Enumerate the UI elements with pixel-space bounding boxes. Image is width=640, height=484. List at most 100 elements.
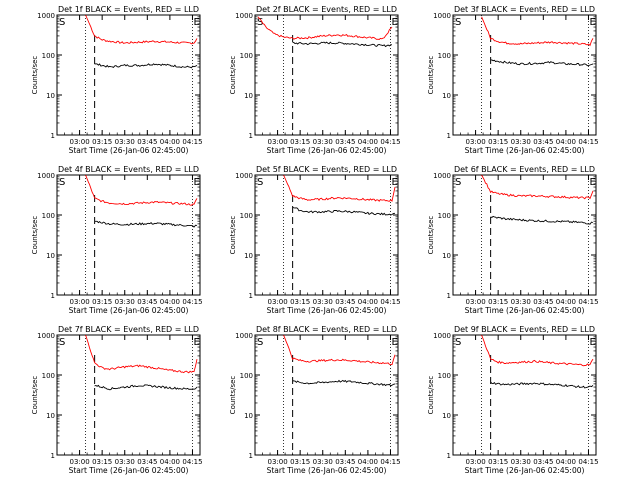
panel-title: Det 8f BLACK = Events, RED = LLD — [256, 325, 397, 334]
x-tick-label: 04:00 — [556, 138, 576, 146]
x-tick-label: 04:15 — [380, 458, 400, 466]
y-tick-label: 10 — [46, 412, 55, 420]
panel-title: Det 7f BLACK = Events, RED = LLD — [58, 325, 199, 334]
x-tick-label: 03:45 — [533, 458, 553, 466]
start-marker-label: S — [455, 177, 461, 188]
y-tick-label: 10 — [46, 252, 55, 260]
x-tick-label: 03:00 — [267, 298, 287, 306]
y-axis-label: Counts/sec — [31, 56, 39, 95]
x-axis-label: Start Time (26-Jan-06 02:45:00) — [465, 466, 585, 475]
x-tick-label: 04:15 — [578, 298, 598, 306]
events-series-line — [94, 63, 198, 69]
x-tick-label: 03:00 — [69, 458, 89, 466]
x-tick-label: 04:00 — [160, 138, 180, 146]
panel-title: Det 5f BLACK = Events, RED = LLD — [256, 165, 397, 174]
detector-panel-9: Det 9f BLACK = Events, RED = LLD 1 10 100 10… — [427, 325, 599, 475]
panel-title: Det 3f BLACK = Events, RED = LLD — [454, 5, 595, 14]
panel-title: Det 9f BLACK = Events, RED = LLD — [454, 325, 595, 334]
x-tick-label: 03:15 — [290, 138, 310, 146]
y-axis-label: Counts/sec — [229, 216, 237, 255]
plot-frame — [452, 14, 597, 136]
y-tick-label: 1000 — [37, 332, 55, 340]
plot-frame — [56, 174, 201, 296]
panel-title: Det 4f BLACK = Events, RED = LLD — [58, 165, 199, 174]
x-tick-label: 03:00 — [69, 138, 89, 146]
y-tick-label: 1000 — [433, 332, 451, 340]
x-tick-label: 03:15 — [488, 298, 508, 306]
y-axis-label: Counts/sec — [427, 376, 435, 415]
y-axis-label: Counts/sec — [229, 56, 237, 95]
x-tick-label: 03:15 — [290, 458, 310, 466]
x-tick-label: 03:15 — [488, 458, 508, 466]
plot-frame — [254, 334, 399, 456]
x-tick-label: 04:15 — [578, 458, 598, 466]
x-tick-label: 04:00 — [556, 298, 576, 306]
y-tick-label: 10 — [442, 252, 451, 260]
x-tick-label: 04:00 — [160, 298, 180, 306]
y-tick-label: 1 — [447, 452, 451, 460]
y-tick-label: 10 — [442, 92, 451, 100]
x-tick-label: 03:15 — [488, 138, 508, 146]
y-tick-label: 100 — [438, 372, 451, 380]
x-axis-label: Start Time (26-Jan-06 02:45:00) — [69, 306, 189, 315]
x-tick-label: 03:00 — [465, 298, 485, 306]
events-series-line — [292, 206, 396, 216]
y-tick-label: 10 — [244, 412, 253, 420]
end-marker-label: E — [589, 177, 595, 188]
y-axis-label: Counts/sec — [31, 216, 39, 255]
y-tick-label: 1 — [249, 132, 253, 140]
y-tick-label: 1 — [249, 452, 253, 460]
x-tick-label: 03:30 — [511, 138, 531, 146]
x-tick-label: 04:00 — [358, 458, 378, 466]
x-tick-label: 03:15 — [92, 458, 112, 466]
x-tick-label: 03:00 — [267, 138, 287, 146]
x-axis-label: Start Time (26-Jan-06 02:45:00) — [69, 146, 189, 155]
events-series-line — [490, 59, 594, 67]
x-tick-label: 04:15 — [578, 138, 598, 146]
y-tick-label: 100 — [438, 212, 451, 220]
x-tick-label: 03:30 — [313, 138, 333, 146]
y-axis-label: Counts/sec — [31, 376, 39, 415]
end-marker-label: E — [391, 17, 397, 28]
x-tick-label: 04:00 — [556, 458, 576, 466]
x-tick-label: 04:15 — [182, 138, 202, 146]
events-series-line — [94, 220, 198, 228]
y-tick-label: 1 — [51, 452, 55, 460]
y-tick-label: 1 — [249, 292, 253, 300]
detector-panel-4: Det 4f BLACK = Events, RED = LLD 1 10 100 10… — [31, 165, 203, 315]
start-marker-label: S — [257, 17, 263, 28]
x-axis-label: Start Time (26-Jan-06 02:45:00) — [267, 146, 387, 155]
x-axis-label: Start Time (26-Jan-06 02:45:00) — [69, 466, 189, 475]
x-tick-label: 03:30 — [313, 458, 333, 466]
x-tick-label: 03:45 — [137, 298, 157, 306]
x-tick-label: 03:00 — [69, 298, 89, 306]
x-tick-label: 03:45 — [335, 298, 355, 306]
y-tick-label: 1000 — [235, 172, 253, 180]
x-tick-label: 03:15 — [92, 138, 112, 146]
y-tick-label: 100 — [240, 52, 253, 60]
start-marker-label: S — [257, 177, 263, 188]
panel-title: Det 6f BLACK = Events, RED = LLD — [454, 165, 595, 174]
x-tick-label: 04:15 — [182, 458, 202, 466]
lld-series-line — [257, 16, 393, 40]
panel-title: Det 2f BLACK = Events, RED = LLD — [256, 5, 397, 14]
x-tick-label: 03:00 — [465, 458, 485, 466]
y-axis-label: Counts/sec — [229, 376, 237, 415]
detector-panel-6: Det 6f BLACK = Events, RED = LLD 1 10 100 10… — [427, 165, 599, 315]
detector-panel-3: Det 3f BLACK = Events, RED = LLD 1 10 100 10… — [427, 5, 599, 155]
plot-frame — [56, 334, 201, 456]
events-series-line — [490, 215, 594, 225]
lld-series-line — [85, 174, 198, 206]
y-tick-label: 1 — [51, 292, 55, 300]
x-tick-label: 03:15 — [290, 298, 310, 306]
events-series-line — [292, 379, 396, 387]
y-axis-label: Counts/sec — [427, 216, 435, 255]
y-tick-label: 10 — [442, 412, 451, 420]
y-tick-label: 1000 — [235, 12, 253, 20]
detector-panel-5: Det 5f BLACK = Events, RED = LLD 1 10 100 10… — [229, 165, 401, 315]
events-series-line — [490, 381, 594, 389]
x-tick-label: 04:00 — [358, 298, 378, 306]
x-tick-label: 03:00 — [267, 458, 287, 466]
